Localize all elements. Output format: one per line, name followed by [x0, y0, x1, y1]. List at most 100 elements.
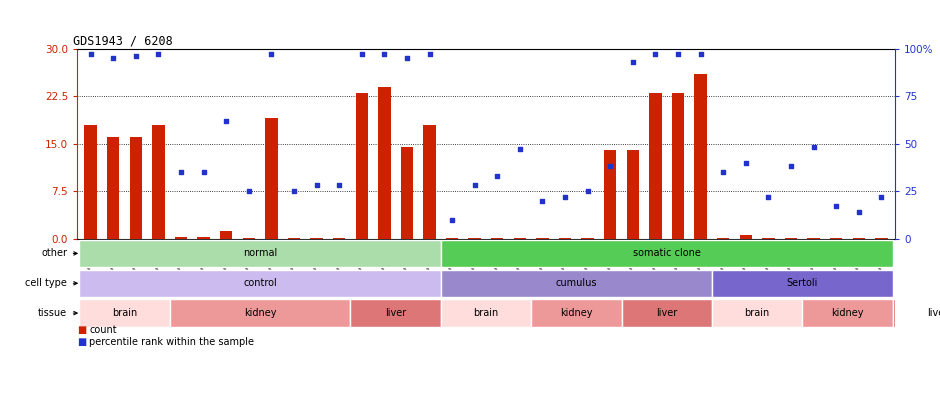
- Text: GDS1943 / 6208: GDS1943 / 6208: [73, 34, 173, 47]
- Point: [128, 53, 143, 60]
- Point: [264, 51, 279, 58]
- Bar: [378, 87, 390, 239]
- Point: [557, 194, 572, 200]
- Bar: [582, 238, 594, 239]
- Bar: [441, 270, 712, 297]
- Point: [760, 194, 776, 200]
- Bar: [441, 240, 893, 267]
- Bar: [650, 93, 662, 239]
- Point: [422, 51, 437, 58]
- Point: [354, 51, 369, 58]
- Bar: [288, 238, 300, 239]
- Text: cell type: cell type: [25, 278, 68, 288]
- Bar: [152, 125, 164, 239]
- Bar: [197, 237, 210, 239]
- Bar: [830, 238, 842, 239]
- Bar: [400, 147, 413, 239]
- Point: [83, 51, 98, 58]
- Bar: [79, 299, 170, 327]
- Bar: [559, 238, 572, 239]
- Bar: [79, 270, 441, 297]
- Bar: [712, 270, 893, 297]
- Bar: [243, 238, 255, 239]
- Point: [309, 182, 324, 189]
- Bar: [740, 235, 752, 239]
- Text: kidney: kidney: [560, 308, 592, 318]
- Bar: [672, 93, 684, 239]
- Bar: [712, 299, 802, 327]
- Point: [874, 194, 889, 200]
- Point: [467, 182, 482, 189]
- Point: [490, 173, 505, 179]
- Text: control: control: [243, 278, 277, 288]
- Text: kidney: kidney: [831, 308, 864, 318]
- Point: [400, 55, 415, 61]
- Bar: [717, 238, 729, 239]
- Bar: [695, 74, 707, 239]
- Text: tissue: tissue: [39, 308, 68, 318]
- Bar: [107, 137, 119, 239]
- Text: liver: liver: [927, 308, 940, 318]
- Bar: [802, 299, 893, 327]
- Bar: [513, 238, 526, 239]
- Bar: [446, 238, 459, 239]
- Bar: [807, 238, 820, 239]
- Bar: [265, 118, 277, 239]
- Point: [196, 169, 212, 175]
- Text: brain: brain: [112, 308, 137, 318]
- Point: [174, 169, 189, 175]
- Point: [806, 144, 821, 151]
- Text: percentile rank within the sample: percentile rank within the sample: [89, 337, 255, 347]
- Bar: [468, 238, 481, 239]
- Point: [219, 117, 234, 124]
- Point: [670, 51, 685, 58]
- Point: [445, 216, 460, 223]
- Point: [242, 188, 257, 194]
- Bar: [536, 238, 549, 239]
- Text: ■: ■: [77, 325, 86, 335]
- Bar: [79, 240, 441, 267]
- Bar: [170, 299, 351, 327]
- Bar: [355, 93, 368, 239]
- Text: liver: liver: [656, 308, 678, 318]
- Point: [715, 169, 730, 175]
- Text: kidney: kidney: [243, 308, 276, 318]
- Point: [648, 51, 663, 58]
- Bar: [875, 238, 887, 239]
- Point: [603, 163, 618, 170]
- Bar: [333, 238, 345, 239]
- Point: [332, 182, 347, 189]
- Text: Sertoli: Sertoli: [787, 278, 818, 288]
- Bar: [423, 125, 436, 239]
- Point: [829, 203, 844, 209]
- Bar: [441, 299, 531, 327]
- Bar: [621, 299, 712, 327]
- Text: cumulus: cumulus: [556, 278, 597, 288]
- Bar: [785, 238, 797, 239]
- Point: [580, 188, 595, 194]
- Point: [535, 197, 550, 204]
- Text: ■: ■: [77, 337, 86, 347]
- Text: somatic clone: somatic clone: [633, 248, 700, 258]
- Point: [377, 51, 392, 58]
- Text: brain: brain: [474, 308, 498, 318]
- Point: [738, 159, 753, 166]
- Bar: [604, 150, 617, 239]
- Bar: [893, 299, 940, 327]
- Bar: [310, 238, 322, 239]
- Bar: [175, 237, 187, 239]
- Point: [852, 209, 867, 215]
- Text: count: count: [89, 325, 117, 335]
- Bar: [220, 231, 232, 239]
- Bar: [130, 137, 142, 239]
- Point: [287, 188, 302, 194]
- Bar: [531, 299, 621, 327]
- Point: [105, 55, 120, 61]
- Bar: [762, 238, 775, 239]
- Point: [151, 51, 166, 58]
- Text: brain: brain: [744, 308, 770, 318]
- Text: other: other: [41, 248, 68, 258]
- Point: [625, 59, 640, 65]
- Text: normal: normal: [243, 248, 277, 258]
- Bar: [85, 125, 97, 239]
